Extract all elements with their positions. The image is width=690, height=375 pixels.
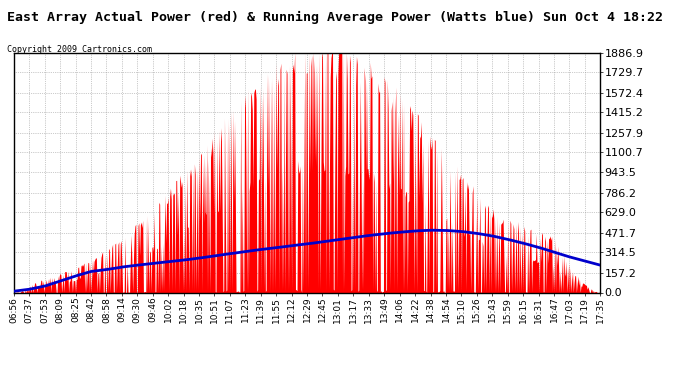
Text: East Array Actual Power (red) & Running Average Power (Watts blue) Sun Oct 4 18:: East Array Actual Power (red) & Running …: [7, 11, 663, 24]
Text: Copyright 2009 Cartronics.com: Copyright 2009 Cartronics.com: [7, 45, 152, 54]
